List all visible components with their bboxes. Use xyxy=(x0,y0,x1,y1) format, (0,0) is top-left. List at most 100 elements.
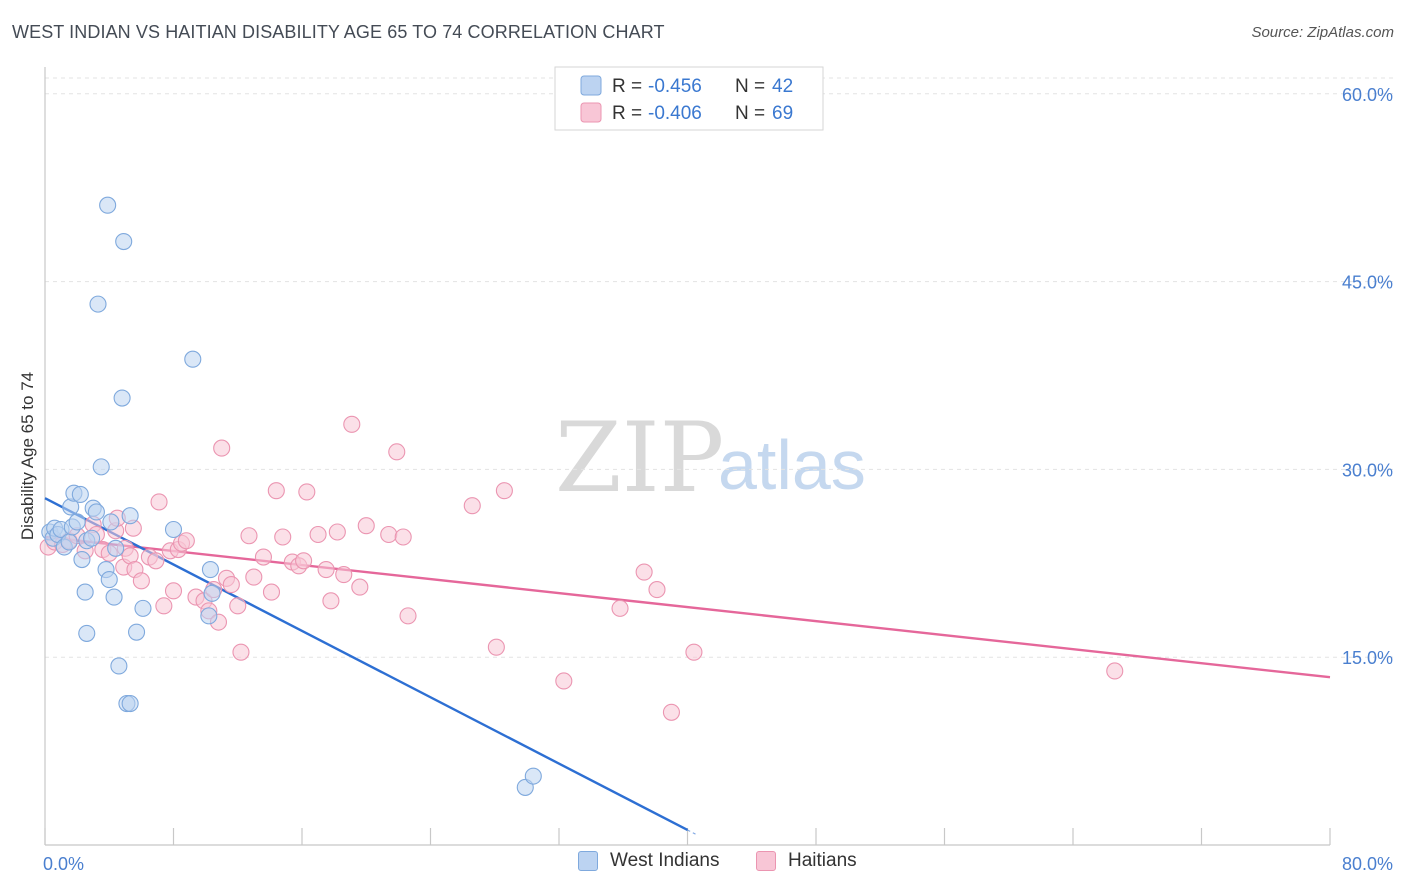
point-haitians xyxy=(399,607,417,625)
watermark-zip: ZIP xyxy=(555,402,724,514)
point-haitians xyxy=(335,566,353,584)
point-haitians xyxy=(487,638,505,656)
point-haitians xyxy=(245,568,263,586)
legend-swatch-haitians xyxy=(580,102,602,123)
legend-n-value-haitians: 69 xyxy=(772,103,793,124)
point-haitians xyxy=(351,578,369,596)
y-tick-label: 45.0% xyxy=(1342,273,1393,293)
trend-lines xyxy=(44,497,1331,835)
legend-r-label-west-indians: R = xyxy=(612,76,642,97)
axes xyxy=(44,67,1331,846)
point-west-indians xyxy=(71,485,89,503)
y-axis-label: Disability Age 65 to 74 xyxy=(18,372,37,540)
point-haitians xyxy=(322,592,340,610)
point-haitians xyxy=(267,482,285,500)
point-west-indians xyxy=(105,588,123,606)
point-haitians xyxy=(380,525,398,544)
point-west-indians xyxy=(102,513,120,531)
legend-top: R = -0.456 N = 42 R = -0.406 N = 69 xyxy=(554,66,824,131)
point-haitians xyxy=(635,563,653,581)
point-haitians xyxy=(328,523,346,541)
legend-r-label-haitians: R = xyxy=(612,103,642,124)
point-haitians xyxy=(648,581,666,599)
point-haitians xyxy=(555,672,573,690)
point-haitians xyxy=(229,597,247,615)
legend-r-value-west-indians: -0.456 xyxy=(648,76,702,97)
watermark: ZIP atlas xyxy=(555,402,866,514)
legend-n-label-west-indians: N = xyxy=(735,76,765,97)
point-west-indians xyxy=(83,529,101,547)
point-west-indians xyxy=(73,550,91,569)
point-west-indians xyxy=(128,623,146,641)
x-tick-label: 0.0% xyxy=(43,854,84,874)
point-haitians xyxy=(394,528,412,546)
point-west-indians xyxy=(99,196,117,214)
legend-r-value-haitians: -0.406 xyxy=(648,103,702,124)
point-haitians xyxy=(213,439,231,457)
legend-n-label-haitians: N = xyxy=(735,103,765,124)
legend-bottom-label-west-indians: West Indians xyxy=(610,850,720,871)
point-haitians xyxy=(662,703,680,721)
point-haitians xyxy=(463,497,481,515)
y-tick-label: 60.0% xyxy=(1342,85,1393,105)
point-haitians xyxy=(222,576,240,594)
point-haitians xyxy=(164,582,183,600)
point-haitians xyxy=(343,415,361,433)
point-west-indians xyxy=(113,389,131,407)
point-haitians xyxy=(495,482,513,500)
point-west-indians xyxy=(87,503,105,521)
legend-bottom-swatch-west-indians xyxy=(578,851,598,871)
y-tick-label: 30.0% xyxy=(1342,460,1393,480)
legend-n-value-west-indians: 42 xyxy=(772,76,793,97)
point-west-indians xyxy=(100,571,118,589)
point-west-indians xyxy=(134,599,152,617)
point-haitians xyxy=(357,517,375,535)
point-west-indians xyxy=(110,657,128,675)
legend-bottom-swatch-haitians xyxy=(756,851,776,871)
point-west-indians xyxy=(76,583,94,601)
point-west-indians xyxy=(78,624,96,642)
point-west-indians xyxy=(121,694,139,713)
point-haitians xyxy=(295,552,313,570)
point-west-indians xyxy=(68,513,86,531)
chart-title: WEST INDIAN VS HAITIAN DISABILITY AGE 65… xyxy=(12,22,665,42)
point-haitians xyxy=(298,483,316,501)
point-haitians xyxy=(254,548,273,566)
point-west-indians xyxy=(184,350,202,368)
watermark-atlas: atlas xyxy=(718,426,866,504)
point-haitians xyxy=(1106,662,1124,680)
point-haitians xyxy=(132,572,150,590)
data-points xyxy=(39,196,1124,796)
tick-labels: 15.0% 30.0% 45.0% 60.0% 0.0% 80.0% xyxy=(43,85,1393,874)
trendline-west-indians-extension xyxy=(687,829,696,835)
point-west-indians xyxy=(200,607,218,625)
point-haitians xyxy=(155,597,173,615)
point-haitians xyxy=(309,525,327,544)
trendline-west-indians xyxy=(44,497,689,832)
source-label: Source: ZipAtlas.com xyxy=(1251,24,1394,41)
point-haitians xyxy=(147,552,165,570)
point-west-indians xyxy=(164,520,183,539)
point-haitians xyxy=(611,599,629,617)
point-haitians xyxy=(150,493,168,511)
point-haitians xyxy=(685,643,703,661)
legend-swatch-west-indians xyxy=(580,75,602,96)
point-west-indians xyxy=(201,561,219,579)
point-haitians xyxy=(274,528,292,546)
point-west-indians xyxy=(92,458,110,476)
legend-bottom-item-west-indians[interactable]: West Indians xyxy=(578,850,719,872)
legend-bottom-label-haitians: Haitians xyxy=(788,850,857,871)
legend-bottom-item-haitians[interactable]: Haitians xyxy=(756,850,857,872)
point-haitians xyxy=(388,443,406,461)
point-west-indians xyxy=(524,767,542,785)
point-west-indians xyxy=(115,232,133,251)
point-west-indians xyxy=(203,584,221,602)
point-west-indians xyxy=(121,507,139,525)
point-haitians xyxy=(240,527,258,545)
point-haitians xyxy=(262,583,281,601)
point-haitians xyxy=(177,532,195,550)
point-west-indians xyxy=(107,539,125,557)
point-haitians xyxy=(317,561,335,579)
point-west-indians xyxy=(60,533,78,551)
